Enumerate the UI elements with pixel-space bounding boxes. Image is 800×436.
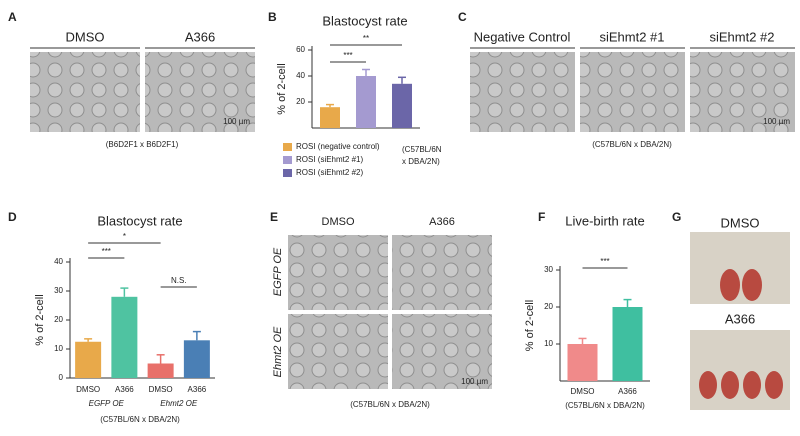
bar <box>183 340 210 378</box>
panel-letter: C <box>458 10 467 24</box>
annotation: *** <box>600 257 609 266</box>
y-tick-label: 20 <box>54 315 63 324</box>
y-tick-label: 0 <box>59 373 64 382</box>
y-tick-label: 20 <box>296 97 305 106</box>
panel-c: C Negative Control siEhmt2 #1 siEhmt2 #2… <box>458 10 795 149</box>
group-label: Ehmt2 OE <box>160 399 198 408</box>
panel-a: A DMSO A366 100 µm (B6D2F1 x B6D2F1) <box>8 10 255 149</box>
x-tick-label: A366 <box>618 387 637 396</box>
y-tick-label: 10 <box>544 339 553 348</box>
annotation: * <box>123 232 126 241</box>
panel-e: E DMSO A366 EGFP OE Ehmt2 OE 100 µm (C57… <box>270 210 492 409</box>
note: (B6D2F1 x B6D2F1) <box>106 140 179 149</box>
legend-label: ROSI (siEhmt2 #2) <box>296 168 363 177</box>
annotation: *** <box>343 51 352 60</box>
note: (C57BL/6N x DBA/2N) <box>592 140 672 149</box>
legend-swatch <box>283 156 292 164</box>
annotation: ** <box>363 34 369 43</box>
note: (C57BL/6N x DBA/2N) <box>565 401 645 410</box>
bar <box>320 107 340 128</box>
micrograph <box>30 52 140 132</box>
legend-swatch <box>283 169 292 177</box>
panel-letter: B <box>268 10 277 24</box>
note: (C57BL/6N x DBA/2N) <box>100 415 180 424</box>
y-tick-label: 30 <box>544 265 553 274</box>
scale-bar: 100 µm <box>223 117 250 126</box>
bar <box>392 83 412 128</box>
note: (C57BL/6N x DBA/2N) <box>350 400 430 409</box>
label: DMSO <box>721 215 760 230</box>
bar <box>612 307 643 381</box>
y-tick-label: 40 <box>54 257 63 266</box>
panel-letter: D <box>8 210 17 224</box>
y-tick-label: 30 <box>54 286 63 295</box>
label: siEhmt2 #2 <box>709 29 774 44</box>
y-tick-label: 40 <box>296 71 305 80</box>
label: A366 <box>725 311 755 326</box>
bar <box>356 76 376 128</box>
chart-title: Live-birth rate <box>565 213 644 228</box>
y-tick-label: 10 <box>54 344 63 353</box>
bar <box>111 296 138 378</box>
chart-title: Blastocyst rate <box>97 213 182 228</box>
label: DMSO <box>322 216 355 228</box>
annotation: *** <box>102 247 111 256</box>
panel-letter: A <box>8 10 17 24</box>
chart-title: Blastocyst rate <box>322 13 407 28</box>
row-label: EGFP OE <box>272 247 284 296</box>
label: A366 <box>185 29 215 44</box>
bar <box>567 344 598 381</box>
panel-letter: F <box>538 210 545 224</box>
row-label: Ehmt2 OE <box>272 326 284 377</box>
bar <box>147 363 174 378</box>
y-tick-label: 60 <box>296 45 305 54</box>
y-axis-label: % of 2-cell <box>34 294 46 345</box>
label: DMSO <box>66 29 105 44</box>
note: x DBA/2N) <box>402 157 440 166</box>
panel-letter: E <box>270 210 278 224</box>
x-tick-label: A366 <box>115 385 134 394</box>
micrograph <box>145 52 255 132</box>
legend-swatch <box>283 143 292 151</box>
scale-bar: 100 µm <box>763 117 790 126</box>
panel-g: G DMSO A366 <box>672 210 790 410</box>
bar <box>75 341 102 378</box>
label: siEhmt2 #1 <box>599 29 664 44</box>
note: (C57BL/6N <box>402 145 442 154</box>
x-tick-label: DMSO <box>76 385 100 394</box>
panel-letter: G <box>672 210 681 224</box>
y-tick-label: 20 <box>544 302 553 311</box>
group-label: EGFP OE <box>89 399 125 408</box>
y-axis-label: % of 2-cell <box>524 300 536 351</box>
x-tick-label: DMSO <box>149 385 173 394</box>
label: Negative Control <box>474 29 571 44</box>
scale-bar: 100 µm <box>461 377 488 386</box>
legend-label: ROSI (negative control) <box>296 142 380 151</box>
x-tick-label: DMSO <box>571 387 595 396</box>
x-tick-label: A366 <box>188 385 207 394</box>
annotation: N.S. <box>171 276 187 285</box>
y-axis-label: % of 2-cell <box>276 63 288 114</box>
label: A366 <box>429 216 455 228</box>
legend-label: ROSI (siEhmt2 #1) <box>296 155 363 164</box>
